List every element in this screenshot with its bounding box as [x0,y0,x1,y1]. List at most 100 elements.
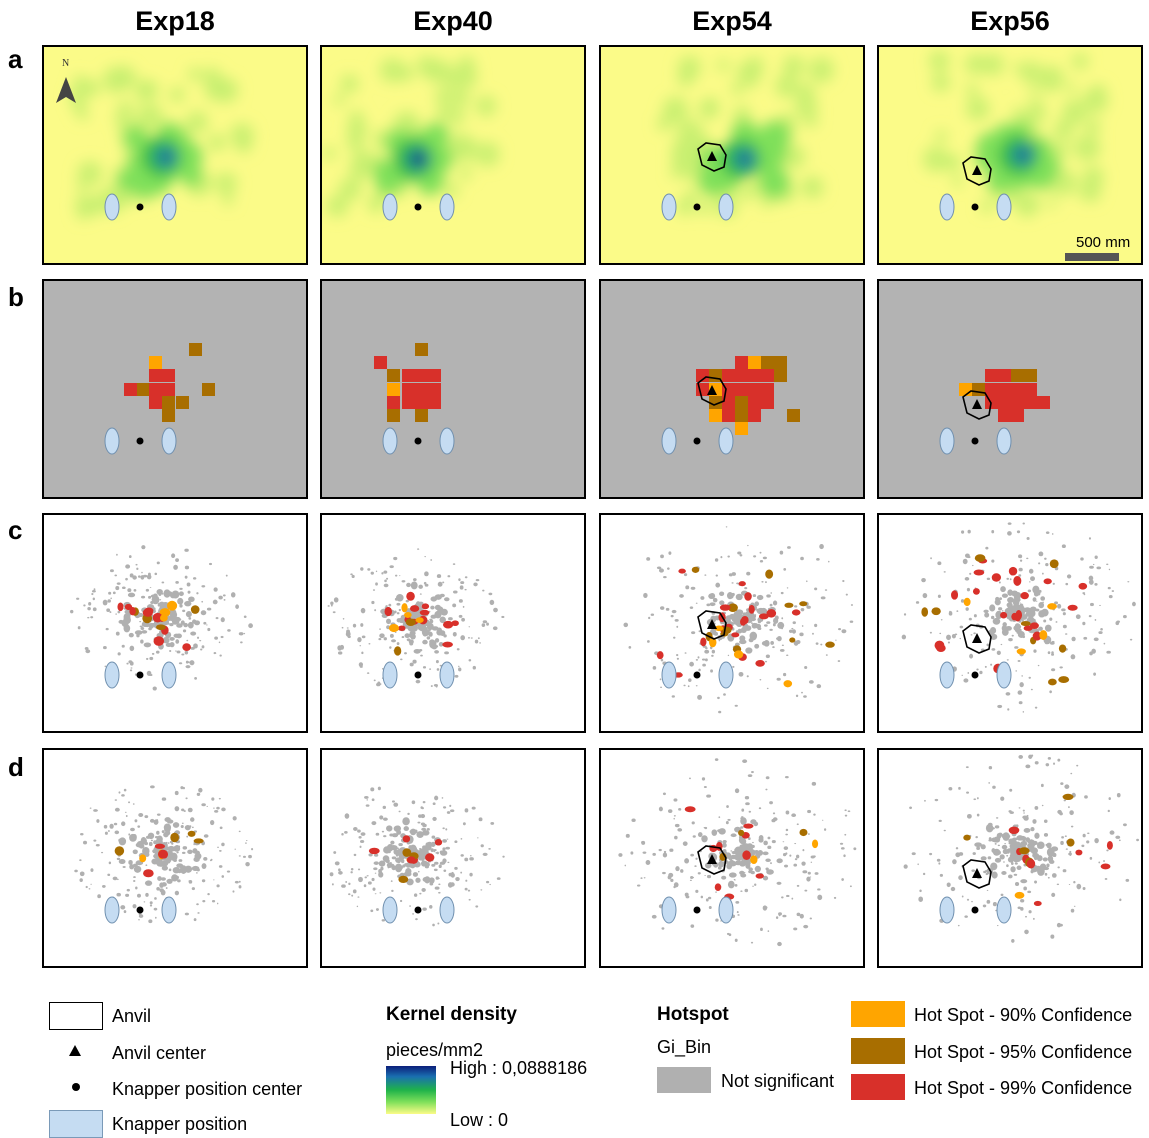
artifact-point [161,865,168,871]
artifact-point [382,805,387,810]
artifact-point [414,845,416,848]
artifact-point [1059,666,1063,669]
artifact-point [1026,537,1030,540]
artifact-point [688,678,692,683]
artifact-point [718,639,721,642]
artifact-point [712,597,718,603]
kernel-density-ramp [386,1066,436,1114]
artifact-point [469,857,474,861]
artifact-point [727,654,730,657]
artifact-point [966,813,972,819]
artifact-point [770,640,774,645]
artifact-point [460,871,463,874]
artifact-point [115,586,120,591]
hotspot-artifact [398,625,406,631]
artifact-point [725,615,730,620]
artifact-point [104,831,108,835]
artifact-point [960,599,965,603]
artifact-point [441,797,444,799]
artifact-point [1042,572,1044,575]
artifact-point [93,809,98,812]
artifact-point [341,626,344,629]
artifact-point [815,642,819,645]
hotspot-cell [1011,369,1024,382]
artifact-point [763,624,768,627]
artifact-point [964,915,968,918]
artifact-point [401,636,405,639]
artifact-point [1033,649,1037,653]
knapper-position-left [382,193,398,221]
artifact-point [482,620,488,624]
artifact-point [718,828,726,835]
artifact-point [374,609,377,612]
artifact-point [730,833,737,838]
artifact-point [443,634,447,638]
artifact-point [794,858,798,861]
artifact-point [980,856,987,861]
artifact-point [752,850,756,854]
artifact-point [709,646,713,650]
artifact-point [1004,607,1012,615]
artifact-point [806,605,811,609]
artifact-point [984,612,990,618]
artifact-point [121,794,125,797]
artifact-point [765,788,768,791]
hotspot-cell [428,396,441,409]
artifact-point [689,661,694,667]
artifact-point [973,798,977,801]
artifact-point [447,861,450,864]
artifact-point [1034,706,1038,709]
artifact-point [357,896,360,898]
artifact-point [87,616,90,619]
artifact-point [1030,688,1033,691]
artifact-point [695,658,699,661]
hotspot-artifact [727,603,738,612]
artifact-point [1000,586,1006,593]
artifact-point [136,893,141,898]
artifact-point [976,668,979,671]
artifact-point [803,695,807,698]
artifact-point [202,900,206,903]
artifact-point [758,807,762,810]
artifact-point [976,813,980,817]
artifact-point [991,648,996,651]
artifact-point [413,829,418,834]
artifact-point [659,678,662,681]
artifact-point [1001,628,1009,636]
artifact-point [990,629,994,633]
artifact-point [783,672,787,677]
artifact-point [1040,596,1046,601]
artifact-point [402,817,410,826]
artifact-point [1009,578,1012,581]
artifact-point [748,867,753,872]
artifact-point [157,860,165,867]
artifact-point [136,567,139,570]
artifact-point [437,922,440,925]
hotspot-artifact [114,846,125,856]
panel-b-exp18 [42,279,308,499]
artifact-point [969,653,974,659]
artifact-point [1012,603,1020,611]
artifact-point [801,625,804,627]
artifact-point [665,607,670,611]
anvil-center-marker [972,399,982,409]
artifact-point [438,864,442,869]
artifact-point [835,639,837,641]
artifact-point [359,665,363,668]
artifact-point [695,685,698,687]
artifact-point [1125,878,1130,882]
artifact-point [793,927,798,931]
artifact-point [959,637,962,640]
artifact-point [727,818,731,821]
artifact-point [736,582,740,585]
artifact-point [1000,796,1005,801]
artifact-point [458,665,460,668]
artifact-point [104,665,107,668]
artifact-point [777,941,782,947]
artifact-point [156,813,161,816]
hotspot-artifact [758,613,769,620]
artifact-point [992,902,997,907]
artifact-point [1122,614,1127,619]
hotspot-artifact [931,607,941,616]
artifact-point [1030,826,1035,832]
